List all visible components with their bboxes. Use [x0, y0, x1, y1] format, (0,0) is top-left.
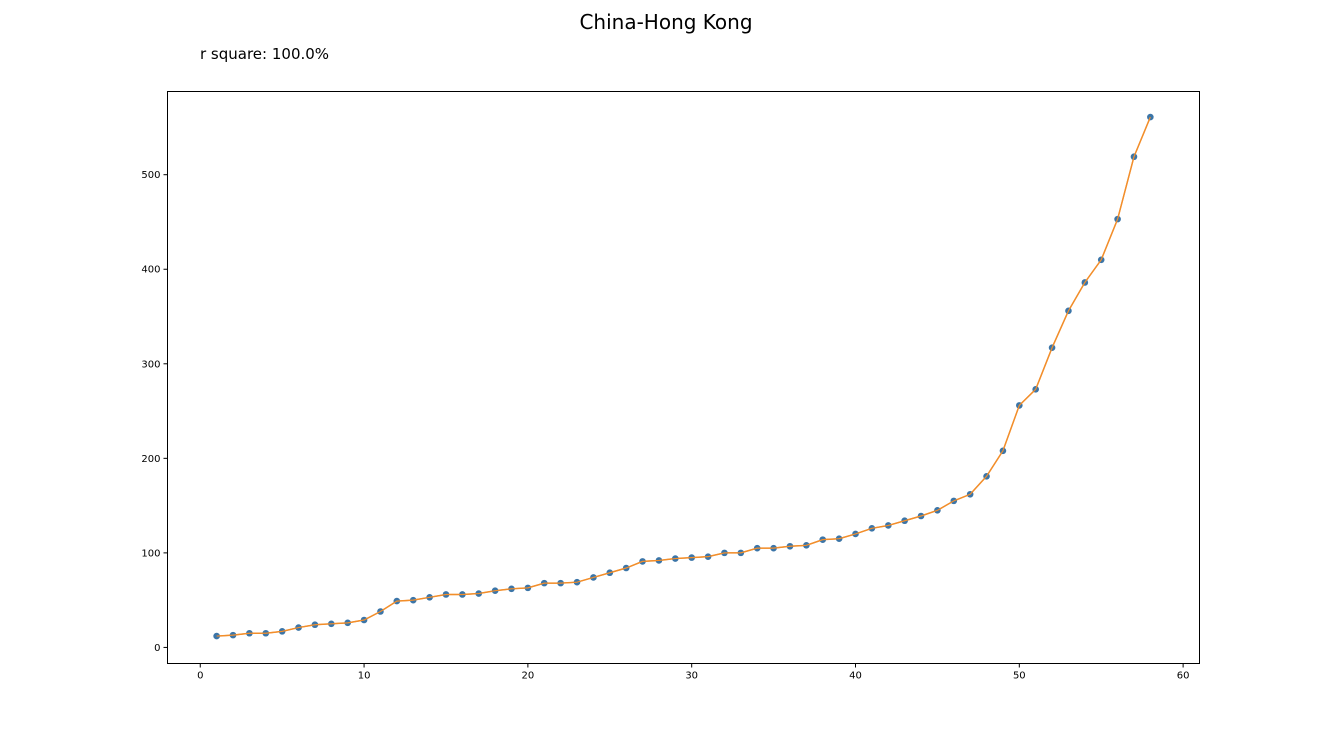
y-tick-label: 100	[141, 548, 160, 559]
x-tick-label: 0	[197, 671, 203, 682]
y-tick-label: 0	[154, 643, 160, 654]
x-tick-label: 50	[1013, 671, 1026, 682]
r-square-annotation: r square: 100.0%	[200, 45, 330, 63]
x-tick-label: 60	[1177, 671, 1190, 682]
x-tick-label: 40	[849, 671, 862, 682]
y-tick-label: 400	[141, 265, 160, 276]
series-line-overlay	[216, 116, 1151, 637]
y-tick-label: 500	[141, 170, 160, 181]
y-tick-label: 300	[141, 359, 160, 370]
x-tick-label: 30	[685, 671, 698, 682]
y-tick-label: 200	[141, 454, 160, 465]
data-point	[1147, 113, 1154, 121]
x-tick-label: 20	[522, 671, 535, 682]
x-tick-label: 10	[358, 671, 371, 682]
chart-title: China-Hong Kong	[579, 10, 753, 34]
plot-frame	[167, 91, 1200, 664]
